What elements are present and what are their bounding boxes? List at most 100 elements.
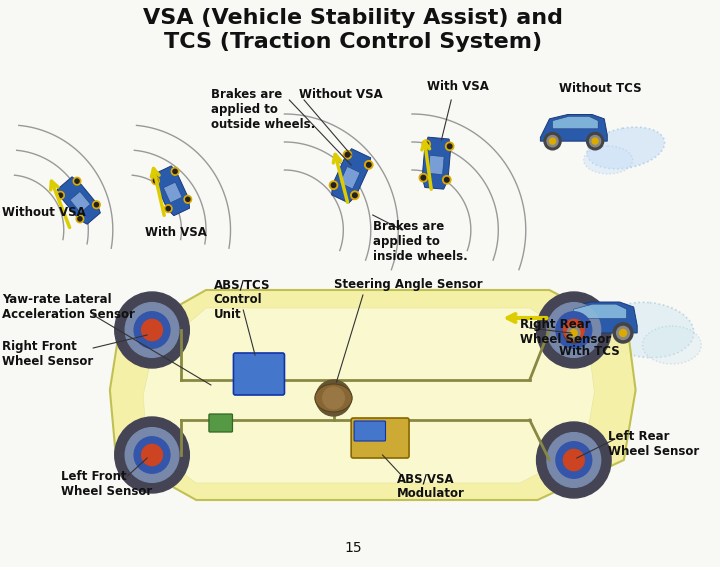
Text: Without VSA: Without VSA bbox=[300, 88, 383, 101]
Circle shape bbox=[351, 191, 359, 200]
Circle shape bbox=[152, 177, 159, 184]
Circle shape bbox=[443, 176, 451, 184]
Circle shape bbox=[556, 312, 592, 348]
Circle shape bbox=[567, 327, 580, 340]
Circle shape bbox=[331, 183, 336, 188]
Circle shape bbox=[184, 196, 192, 203]
Text: TCS (Traction Control System): TCS (Traction Control System) bbox=[164, 32, 542, 52]
Text: ABS/TCS
Control
Unit: ABS/TCS Control Unit bbox=[214, 278, 270, 321]
Polygon shape bbox=[552, 116, 598, 129]
Circle shape bbox=[345, 153, 350, 157]
Polygon shape bbox=[332, 149, 371, 203]
Polygon shape bbox=[541, 115, 607, 141]
Circle shape bbox=[166, 206, 171, 211]
Circle shape bbox=[353, 193, 357, 198]
Circle shape bbox=[613, 323, 633, 343]
Polygon shape bbox=[57, 177, 100, 224]
Circle shape bbox=[58, 193, 63, 197]
Polygon shape bbox=[163, 182, 182, 203]
Ellipse shape bbox=[315, 384, 352, 412]
Circle shape bbox=[563, 450, 584, 471]
FancyBboxPatch shape bbox=[351, 418, 409, 458]
Circle shape bbox=[620, 329, 626, 336]
Circle shape bbox=[422, 140, 431, 149]
Polygon shape bbox=[154, 166, 189, 215]
Circle shape bbox=[536, 422, 611, 498]
Circle shape bbox=[616, 327, 629, 340]
Circle shape bbox=[134, 437, 170, 473]
Circle shape bbox=[587, 133, 603, 150]
Circle shape bbox=[424, 142, 428, 146]
Text: Brakes are
applied to
outside wheels.: Brakes are applied to outside wheels. bbox=[211, 88, 315, 131]
Circle shape bbox=[142, 445, 163, 466]
Ellipse shape bbox=[584, 146, 633, 174]
Circle shape bbox=[94, 202, 99, 207]
FancyBboxPatch shape bbox=[233, 353, 284, 395]
Text: VSA (Vehicle Stability Assist) and: VSA (Vehicle Stability Assist) and bbox=[143, 8, 563, 28]
Text: Left Rear
Wheel Sensor: Left Rear Wheel Sensor bbox=[608, 430, 699, 458]
Text: Yaw-rate Lateral
Acceleration Sensor: Yaw-rate Lateral Acceleration Sensor bbox=[2, 293, 135, 321]
Circle shape bbox=[173, 170, 177, 174]
Circle shape bbox=[590, 136, 600, 147]
Circle shape bbox=[125, 303, 179, 357]
Circle shape bbox=[547, 433, 600, 488]
Circle shape bbox=[563, 319, 584, 341]
Text: With VSA: With VSA bbox=[427, 80, 489, 93]
Circle shape bbox=[93, 201, 100, 209]
Circle shape bbox=[57, 192, 64, 199]
Circle shape bbox=[447, 144, 452, 149]
Text: Steering Angle Sensor: Steering Angle Sensor bbox=[333, 278, 482, 291]
Polygon shape bbox=[143, 308, 595, 483]
Circle shape bbox=[134, 312, 170, 348]
Circle shape bbox=[316, 380, 351, 416]
Polygon shape bbox=[559, 302, 637, 333]
Polygon shape bbox=[422, 137, 451, 189]
Text: 15: 15 bbox=[344, 541, 362, 555]
Ellipse shape bbox=[587, 127, 665, 169]
Circle shape bbox=[343, 150, 351, 159]
Circle shape bbox=[186, 197, 190, 201]
Polygon shape bbox=[574, 304, 626, 319]
Circle shape bbox=[556, 442, 592, 478]
Text: Without VSA: Without VSA bbox=[2, 205, 86, 218]
Text: Without TCS: Without TCS bbox=[559, 82, 642, 95]
Circle shape bbox=[73, 177, 81, 185]
Circle shape bbox=[114, 417, 189, 493]
Circle shape bbox=[330, 181, 338, 189]
Ellipse shape bbox=[642, 326, 701, 364]
Text: With TCS: With TCS bbox=[559, 345, 620, 358]
Polygon shape bbox=[110, 290, 636, 500]
Circle shape bbox=[323, 387, 344, 409]
Circle shape bbox=[153, 179, 158, 183]
Circle shape bbox=[564, 323, 583, 343]
Circle shape bbox=[570, 329, 577, 336]
Circle shape bbox=[547, 303, 600, 357]
Text: With VSA: With VSA bbox=[145, 226, 207, 239]
Text: ABS/VSA
Modulator: ABS/VSA Modulator bbox=[397, 472, 465, 500]
Circle shape bbox=[76, 215, 84, 223]
Circle shape bbox=[446, 142, 454, 150]
Circle shape bbox=[444, 177, 449, 182]
Circle shape bbox=[419, 174, 428, 182]
Circle shape bbox=[171, 167, 179, 175]
Circle shape bbox=[164, 205, 172, 213]
Polygon shape bbox=[428, 155, 444, 175]
Circle shape bbox=[549, 138, 556, 144]
Circle shape bbox=[78, 217, 82, 221]
Text: Right Rear
Wheel Sensor: Right Rear Wheel Sensor bbox=[520, 318, 611, 346]
Text: Right Front
Wheel Sensor: Right Front Wheel Sensor bbox=[2, 340, 93, 368]
Circle shape bbox=[364, 160, 373, 169]
Polygon shape bbox=[340, 167, 360, 189]
Text: Brakes are
applied to
inside wheels.: Brakes are applied to inside wheels. bbox=[373, 220, 467, 263]
Circle shape bbox=[421, 175, 426, 180]
Circle shape bbox=[366, 163, 371, 167]
Polygon shape bbox=[70, 192, 91, 213]
Ellipse shape bbox=[601, 302, 694, 358]
Circle shape bbox=[592, 138, 598, 144]
Circle shape bbox=[114, 292, 189, 368]
Circle shape bbox=[544, 133, 561, 150]
Circle shape bbox=[547, 136, 558, 147]
FancyBboxPatch shape bbox=[209, 414, 233, 432]
Text: Left Front
Wheel Sensor: Left Front Wheel Sensor bbox=[60, 470, 152, 498]
Circle shape bbox=[75, 179, 79, 183]
